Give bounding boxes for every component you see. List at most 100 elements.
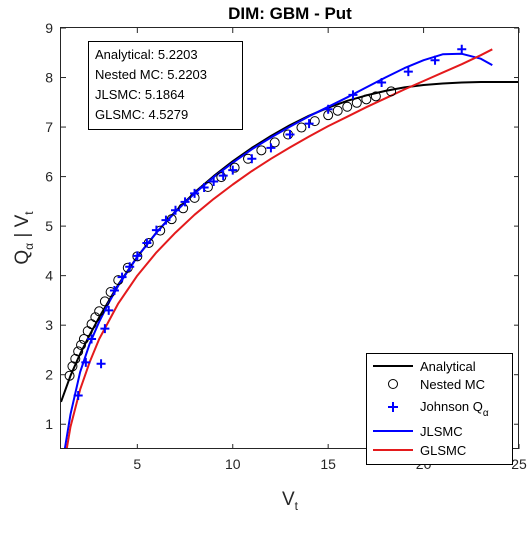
marker-johnson-q (304, 119, 314, 129)
marker-johnson-q (171, 205, 180, 215)
marker-johnson-q (109, 286, 119, 296)
marker-johnson-q (199, 182, 209, 192)
marker-nested-mc (90, 312, 101, 323)
y-axis-label: Qα | Vt (12, 211, 36, 265)
x-tick-label: 5 (133, 456, 141, 472)
marker-johnson-q (247, 154, 257, 164)
marker-nested-mc (216, 172, 227, 183)
y-tick-label: 4 (45, 268, 53, 284)
marker-johnson-q (100, 324, 110, 334)
legend-label-analytical: Analytical (420, 359, 476, 374)
marker-nested-mc (309, 116, 320, 127)
annotation-box: Analytical: 5.2203 Nested MC: 5.2203 JLS… (88, 41, 243, 130)
legend-swatch-johnson (388, 402, 398, 412)
marker-nested-mc (332, 105, 343, 116)
legend-label-glsmc: GLSMC (420, 443, 466, 458)
annotation-label: JLSMC: (95, 87, 145, 102)
y-axis-label-main: Q (12, 250, 33, 265)
marker-nested-mc (296, 122, 307, 133)
annotation-line: GLSMC: 4.5279 (95, 107, 188, 122)
annotation-label: Analytical: (95, 47, 158, 62)
legend-label-johnson-sub: α (483, 408, 489, 419)
x-axis-label-sub: t (295, 499, 299, 513)
marker-johnson-q (96, 359, 106, 369)
marker-nested-mc (99, 296, 110, 307)
legend-label-jlsmc: JLSMC (420, 424, 463, 439)
marker-johnson-q (228, 165, 238, 175)
marker-johnson-q (132, 251, 142, 261)
annotation-value: 4.5279 (148, 107, 188, 122)
annotation-line: JLSMC: 5.1864 (95, 87, 185, 102)
marker-nested-mc (73, 346, 84, 357)
y-axis-ticks: 1 2 3 4 5 6 7 8 9 (45, 20, 519, 432)
y-tick-label: 1 (45, 416, 53, 432)
marker-johnson-q (151, 225, 161, 235)
y-tick-label: 2 (45, 367, 53, 383)
x-tick-label: 15 (320, 456, 336, 472)
y-tick-label: 3 (45, 317, 53, 333)
y-axis-label-sep: | V (12, 214, 33, 242)
marker-johnson-q (323, 104, 333, 114)
marker-johnson-q (218, 171, 228, 181)
series-line-glsmc (65, 48, 493, 449)
marker-johnson-q (266, 143, 276, 153)
marker-johnson-q (403, 67, 413, 77)
marker-johnson-q (125, 262, 135, 272)
chart-title: DIM: GBM - Put (228, 4, 352, 23)
y-tick-label: 9 (45, 20, 53, 36)
x-axis-label: Vt (282, 489, 299, 513)
marker-johnson-q (180, 197, 190, 207)
legend-label-johnson: Johnson Qα (420, 399, 489, 419)
x-axis-label-main: V (282, 489, 295, 510)
marker-nested-mc (342, 101, 353, 112)
y-tick-label: 8 (45, 70, 53, 86)
data-layer (61, 44, 519, 449)
marker-johnson-q (161, 215, 171, 225)
annotation-label: GLSMC: (95, 107, 148, 122)
marker-johnson-q (430, 55, 440, 65)
y-axis-label-sub2: t (22, 211, 36, 215)
marker-johnson-q (104, 305, 114, 315)
marker-johnson-q (117, 272, 127, 282)
marker-nested-mc (64, 370, 75, 381)
series-line-jlsmc (63, 52, 493, 449)
marker-johnson-q (73, 391, 83, 401)
plot-frame (60, 27, 519, 449)
annotation-line: Analytical: 5.2203 (95, 47, 198, 62)
marker-johnson-q (87, 334, 97, 344)
marker-johnson-q (81, 357, 91, 367)
marker-nested-mc (386, 86, 397, 97)
legend-label-nested-mc: Nested MC (420, 377, 485, 392)
marker-nested-mc (229, 162, 240, 173)
marker-nested-mc (370, 91, 381, 102)
marker-nested-mc (67, 361, 78, 372)
annotation-value: 5.1864 (145, 87, 185, 102)
legend-frame (366, 353, 513, 465)
x-tick-label: 10 (225, 456, 241, 472)
annotation-line: Nested MC: 5.2203 (95, 67, 207, 82)
marker-nested-mc (256, 145, 267, 156)
annotation-frame (88, 41, 243, 130)
marker-johnson-q (142, 238, 152, 248)
marker-johnson-q (348, 90, 358, 100)
legend-swatch-nested-mc (388, 379, 398, 389)
legend-label-johnson-main: Johnson Q (420, 399, 483, 414)
y-tick-label: 5 (45, 218, 53, 234)
marker-johnson-q (377, 77, 387, 87)
legend: Analytical Nested MC Johnson Qα JLSMC GL… (366, 353, 513, 465)
annotation-value: 5.2203 (167, 67, 207, 82)
marker-johnson-q (190, 188, 200, 198)
y-tick-label: 7 (45, 119, 53, 135)
y-tick-label: 6 (45, 169, 53, 185)
x-tick-label: 25 (511, 456, 527, 472)
marker-johnson-q (457, 44, 467, 54)
marker-nested-mc (361, 94, 372, 105)
annotation-value: 5.2203 (158, 47, 198, 62)
marker-nested-mc (76, 339, 87, 350)
y-axis-label-sub1: α (22, 243, 36, 250)
series-line-analytical (61, 81, 519, 403)
annotation-label: Nested MC: (95, 67, 167, 82)
marker-nested-mc (94, 306, 105, 317)
marker-johnson-q (209, 177, 219, 187)
